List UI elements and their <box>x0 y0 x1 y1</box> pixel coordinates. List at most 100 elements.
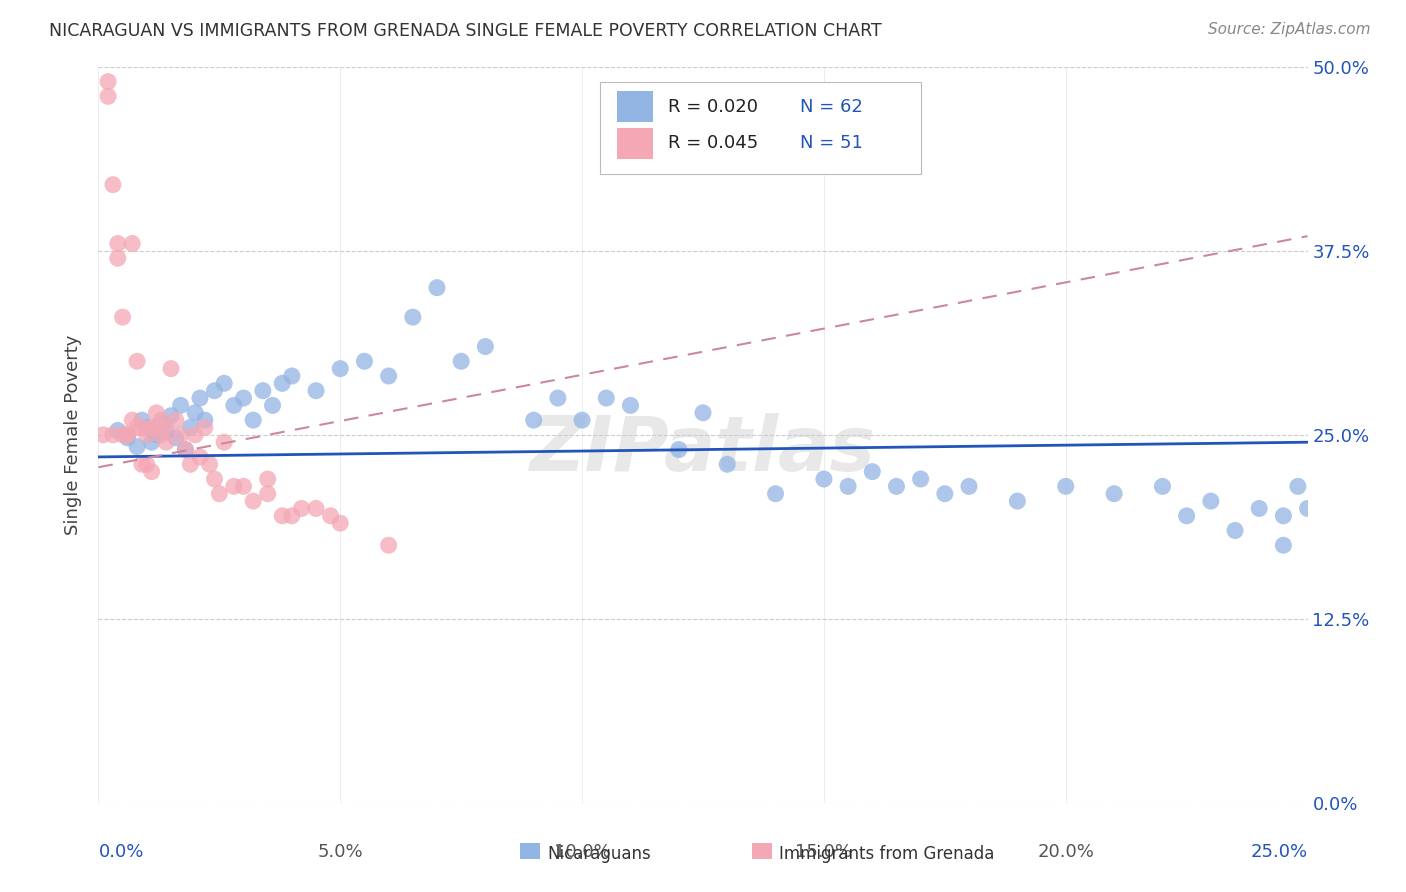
Point <box>135 457 157 471</box>
Point <box>1223 524 1246 538</box>
Point <box>1286 479 1309 493</box>
Point <box>91 427 114 442</box>
Point <box>353 354 375 368</box>
Point <box>179 420 201 434</box>
Point <box>160 361 183 376</box>
Point <box>135 420 157 434</box>
Point <box>1249 501 1271 516</box>
Point <box>141 420 163 434</box>
Point <box>256 472 278 486</box>
Point <box>101 427 124 442</box>
Point <box>145 406 167 420</box>
Point <box>271 508 294 523</box>
Point <box>174 442 197 457</box>
Point <box>160 409 183 423</box>
Point <box>1272 508 1295 523</box>
Point <box>165 431 187 445</box>
Point <box>957 479 980 493</box>
Point <box>179 457 201 471</box>
Point <box>1296 501 1319 516</box>
Text: 10.0%: 10.0% <box>554 843 610 861</box>
Text: R = 0.045: R = 0.045 <box>668 135 758 153</box>
Point <box>886 479 908 493</box>
Point <box>329 361 352 376</box>
Point <box>290 501 312 516</box>
Point <box>107 424 129 438</box>
Point <box>474 340 496 354</box>
Point <box>1054 479 1077 493</box>
Point <box>131 413 153 427</box>
Point <box>595 391 617 405</box>
Point <box>155 435 177 450</box>
Point <box>135 427 157 442</box>
Text: Immigrants from Grenada: Immigrants from Grenada <box>779 845 994 863</box>
Point <box>1199 494 1222 508</box>
Point <box>232 391 254 405</box>
Point <box>426 281 449 295</box>
Point <box>377 538 399 552</box>
Text: 5.0%: 5.0% <box>318 843 363 861</box>
Text: 15.0%: 15.0% <box>796 843 852 861</box>
Point <box>117 427 139 442</box>
Point <box>188 450 211 464</box>
Point <box>107 252 129 266</box>
Point <box>121 413 143 427</box>
Point <box>619 398 641 412</box>
Text: 20.0%: 20.0% <box>1038 843 1094 861</box>
Point <box>910 472 932 486</box>
Text: Source: ZipAtlas.com: Source: ZipAtlas.com <box>1208 22 1371 37</box>
Point <box>111 310 134 325</box>
Point <box>377 369 399 384</box>
Point <box>188 391 211 405</box>
Point <box>141 465 163 479</box>
Point <box>212 376 235 391</box>
Point <box>271 376 294 391</box>
Text: 0.0%: 0.0% <box>98 843 143 861</box>
Point <box>860 465 883 479</box>
Point <box>174 442 197 457</box>
Point <box>194 420 217 434</box>
Text: ZIPatlas: ZIPatlas <box>530 413 876 486</box>
Point <box>305 501 328 516</box>
Point <box>150 413 173 427</box>
Point <box>127 420 149 434</box>
Point <box>198 457 221 471</box>
Point <box>117 427 139 442</box>
Point <box>252 384 274 398</box>
Point <box>1102 487 1125 501</box>
FancyBboxPatch shape <box>617 128 654 159</box>
Point <box>150 416 173 430</box>
Point <box>212 435 235 450</box>
Text: NICARAGUAN VS IMMIGRANTS FROM GRENADA SINGLE FEMALE POVERTY CORRELATION CHART: NICARAGUAN VS IMMIGRANTS FROM GRENADA SI… <box>49 22 882 40</box>
Point <box>97 89 120 103</box>
Point <box>934 487 956 501</box>
Text: N = 62: N = 62 <box>800 97 863 116</box>
Point <box>716 457 738 471</box>
Point <box>765 487 787 501</box>
Point <box>184 406 207 420</box>
Point <box>523 413 546 427</box>
Point <box>107 236 129 251</box>
Point <box>329 516 352 530</box>
Text: Nicaraguans: Nicaraguans <box>547 845 651 863</box>
Point <box>305 384 328 398</box>
Point <box>242 413 264 427</box>
FancyBboxPatch shape <box>617 91 654 122</box>
Point <box>222 398 245 412</box>
Point <box>281 508 304 523</box>
Point <box>145 420 167 434</box>
Point <box>127 440 149 454</box>
Point <box>262 398 284 412</box>
Point <box>1272 538 1295 552</box>
Point <box>813 472 835 486</box>
Point <box>141 435 163 450</box>
Point <box>121 236 143 251</box>
Text: R = 0.020: R = 0.020 <box>668 97 758 116</box>
Point <box>184 427 207 442</box>
Point <box>232 479 254 493</box>
Point <box>169 427 191 442</box>
Point <box>145 427 167 442</box>
Text: 25.0%: 25.0% <box>1250 843 1308 861</box>
Point <box>194 413 217 427</box>
Point <box>155 420 177 434</box>
